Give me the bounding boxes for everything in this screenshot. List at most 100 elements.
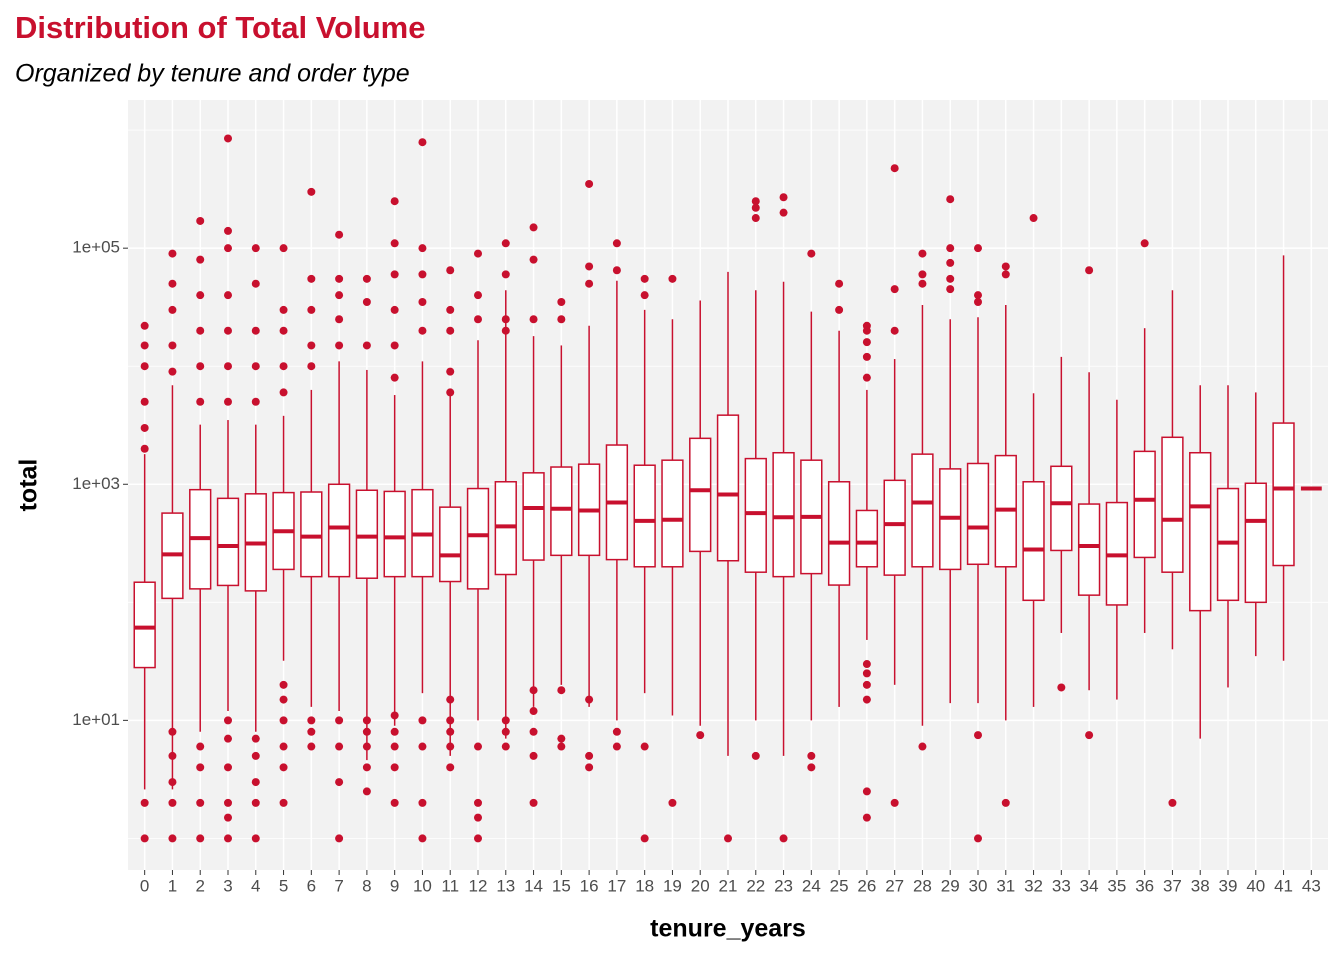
outlier bbox=[362, 763, 371, 772]
x-tick-label: 15 bbox=[552, 876, 571, 895]
outlier bbox=[335, 834, 344, 843]
outlier bbox=[585, 763, 594, 772]
outlier bbox=[390, 742, 399, 751]
outlier bbox=[140, 444, 149, 453]
box bbox=[1272, 422, 1295, 567]
y-tick-label: 1e+01 bbox=[72, 710, 120, 729]
box bbox=[827, 481, 851, 586]
outlier bbox=[1140, 239, 1149, 248]
outlier bbox=[168, 341, 177, 350]
outlier bbox=[807, 751, 816, 760]
outlier bbox=[224, 326, 232, 335]
outlier bbox=[251, 326, 260, 335]
x-tick-label: 16 bbox=[580, 876, 599, 895]
outlier bbox=[307, 727, 316, 736]
outlier bbox=[612, 239, 621, 248]
box bbox=[1244, 482, 1267, 604]
outlier bbox=[168, 305, 177, 314]
outlier bbox=[529, 727, 538, 736]
outlier bbox=[862, 660, 871, 669]
outlier bbox=[279, 388, 288, 397]
outlier bbox=[307, 341, 316, 350]
outlier bbox=[529, 751, 538, 760]
outlier bbox=[557, 742, 566, 751]
outlier bbox=[307, 274, 316, 283]
x-tick-label: 34 bbox=[1080, 876, 1099, 895]
outlier bbox=[362, 298, 371, 307]
outlier bbox=[418, 270, 427, 279]
box bbox=[550, 466, 573, 557]
x-tick-label: 43 bbox=[1302, 876, 1321, 895]
outlier bbox=[196, 397, 205, 406]
outlier bbox=[224, 763, 232, 772]
outlier bbox=[946, 244, 955, 253]
outlier bbox=[557, 686, 566, 695]
outlier bbox=[918, 742, 927, 751]
outlier bbox=[418, 834, 427, 843]
box bbox=[1189, 451, 1212, 612]
x-tick-label: 13 bbox=[496, 876, 515, 895]
outlier bbox=[224, 813, 232, 822]
x-tick-label: 10 bbox=[413, 876, 432, 895]
outlier bbox=[585, 695, 594, 704]
outlier bbox=[251, 798, 260, 807]
outlier bbox=[196, 362, 205, 371]
outlier bbox=[890, 798, 899, 807]
outlier bbox=[362, 787, 371, 796]
x-tick-label: 12 bbox=[469, 876, 488, 895]
outlier bbox=[335, 230, 344, 239]
outlier bbox=[807, 249, 816, 258]
outlier bbox=[224, 362, 232, 371]
outlier bbox=[418, 326, 427, 335]
outlier bbox=[390, 727, 399, 736]
x-tick-label: 14 bbox=[524, 876, 543, 895]
outlier bbox=[557, 734, 566, 743]
outlier bbox=[196, 326, 205, 335]
outlier bbox=[224, 834, 232, 843]
outlier bbox=[1029, 214, 1038, 223]
outlier bbox=[390, 239, 399, 248]
x-tick-label: 28 bbox=[913, 876, 932, 895]
outlier bbox=[362, 727, 371, 736]
outlier bbox=[529, 255, 538, 264]
outlier bbox=[196, 763, 205, 772]
x-tick-label: 41 bbox=[1274, 876, 1293, 895]
outlier bbox=[474, 249, 482, 258]
outlier bbox=[140, 341, 149, 350]
outlier bbox=[140, 362, 149, 371]
outlier bbox=[585, 279, 594, 288]
outlier bbox=[946, 285, 955, 294]
x-tick-label: 7 bbox=[334, 876, 343, 895]
outlier bbox=[196, 216, 205, 225]
box bbox=[661, 459, 684, 568]
outlier bbox=[918, 249, 927, 258]
outlier bbox=[446, 742, 455, 751]
outlier bbox=[474, 291, 482, 300]
x-tick-label: 3 bbox=[223, 876, 232, 895]
outlier bbox=[862, 352, 871, 361]
outlier bbox=[224, 716, 232, 725]
outlier bbox=[168, 798, 177, 807]
outlier bbox=[612, 742, 621, 751]
x-tick-label: 11 bbox=[441, 876, 459, 895]
x-tick-label: 25 bbox=[830, 876, 849, 895]
outlier bbox=[335, 291, 344, 300]
x-tick-label: 30 bbox=[969, 876, 988, 895]
x-tick-label: 36 bbox=[1135, 876, 1154, 895]
outlier bbox=[668, 274, 677, 283]
outlier bbox=[168, 249, 177, 258]
box bbox=[1050, 465, 1073, 552]
outlier bbox=[307, 305, 316, 314]
box bbox=[883, 479, 906, 576]
outlier bbox=[390, 373, 399, 382]
outlier bbox=[585, 179, 594, 188]
x-tick-label: 27 bbox=[885, 876, 904, 895]
outlier bbox=[529, 315, 538, 324]
outlier bbox=[307, 187, 316, 196]
outlier bbox=[335, 742, 344, 751]
outlier bbox=[890, 326, 899, 335]
outlier bbox=[251, 734, 260, 743]
x-tick-label: 33 bbox=[1052, 876, 1071, 895]
x-tick-label: 20 bbox=[691, 876, 710, 895]
